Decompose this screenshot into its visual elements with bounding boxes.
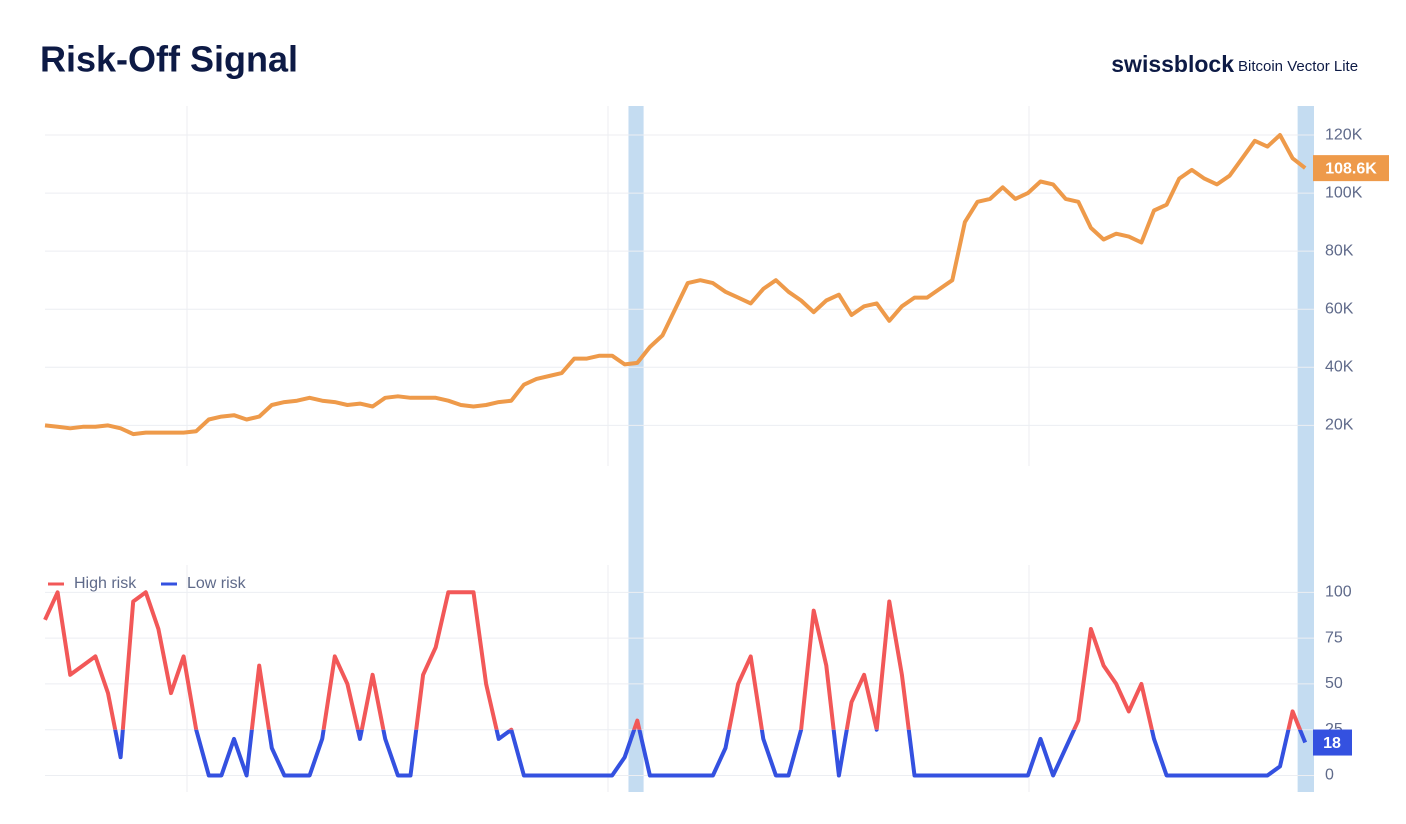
y-tick-label: 40K	[1325, 359, 1354, 376]
price-line	[44, 133, 1307, 437]
y-tick-label: 80K	[1325, 242, 1354, 259]
y-tick-label: 75	[1325, 629, 1343, 646]
title: Risk-Off Signal	[40, 39, 298, 80]
risk-line	[43, 590, 1303, 730]
last-value-label: 108.6K	[1325, 160, 1377, 177]
risk-line	[113, 729, 1308, 778]
y-tick-label: 0	[1325, 767, 1334, 784]
last-value-box	[1313, 155, 1389, 182]
last-value-box	[1313, 729, 1352, 756]
y-tick-label: 100K	[1325, 184, 1363, 201]
risk-off-band	[628, 106, 644, 792]
y-tick-label: 50	[1325, 675, 1343, 692]
risk-off-band	[1297, 106, 1314, 792]
y-tick-label: 20K	[1325, 417, 1354, 434]
product: Bitcoin Vector Lite	[1238, 58, 1358, 75]
y-tick-label: 100	[1325, 584, 1352, 601]
y-tick-label: 60K	[1325, 300, 1354, 317]
y-tick-label: 120K	[1325, 126, 1363, 143]
last-value-label: 18	[1323, 735, 1341, 752]
x-grid	[186, 106, 1030, 792]
legend-label: Low risk	[187, 575, 247, 592]
legend-label: High risk	[74, 575, 137, 592]
brand: swissblock	[1111, 51, 1234, 77]
